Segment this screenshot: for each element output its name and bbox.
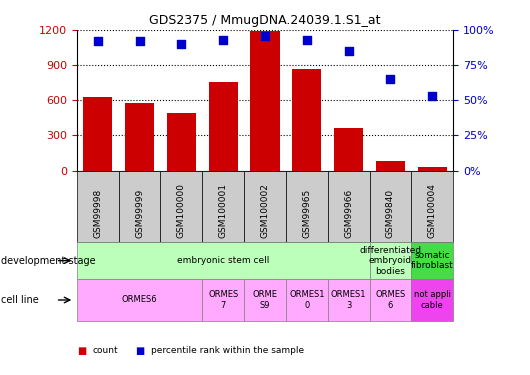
Bar <box>167 113 196 171</box>
Point <box>177 41 186 47</box>
Text: ORMES
7: ORMES 7 <box>208 290 239 310</box>
Text: GSM99998: GSM99998 <box>93 189 102 238</box>
Bar <box>208 82 238 171</box>
Bar <box>376 161 405 171</box>
Point <box>386 76 395 82</box>
Text: GSM100001: GSM100001 <box>219 183 228 238</box>
Bar <box>334 128 363 171</box>
Point <box>135 38 144 44</box>
Bar <box>292 69 321 171</box>
Text: GSM100004: GSM100004 <box>428 183 437 238</box>
Text: GSM99966: GSM99966 <box>344 189 353 238</box>
Text: count: count <box>93 346 118 355</box>
Text: GSM99965: GSM99965 <box>302 189 311 238</box>
Bar <box>250 31 280 171</box>
Text: GSM99999: GSM99999 <box>135 189 144 238</box>
Point <box>219 37 227 43</box>
Bar <box>418 167 447 171</box>
Point <box>93 38 102 44</box>
Text: development stage: development stage <box>1 256 96 266</box>
Point <box>428 93 437 99</box>
Text: GSM99840: GSM99840 <box>386 189 395 238</box>
Text: ORMES1
3: ORMES1 3 <box>331 290 366 310</box>
Point <box>261 33 269 39</box>
Text: ORMES
6: ORMES 6 <box>375 290 405 310</box>
Point <box>344 48 353 54</box>
Bar <box>125 103 154 171</box>
Text: differentiated
embryoid
bodies: differentiated embryoid bodies <box>359 246 421 276</box>
Text: percentile rank within the sample: percentile rank within the sample <box>151 346 304 355</box>
Text: ■: ■ <box>77 346 86 355</box>
Text: ■: ■ <box>135 346 144 355</box>
Title: GDS2375 / MmugDNA.24039.1.S1_at: GDS2375 / MmugDNA.24039.1.S1_at <box>149 15 381 27</box>
Text: not appli
cable: not appli cable <box>414 290 450 310</box>
Text: ORMES6: ORMES6 <box>122 296 157 304</box>
Bar <box>83 97 112 171</box>
Text: GSM100002: GSM100002 <box>261 183 269 238</box>
Point <box>303 37 311 43</box>
Text: cell line: cell line <box>1 295 39 305</box>
Text: somatic
fibroblast: somatic fibroblast <box>411 251 454 270</box>
Text: ORME
S9: ORME S9 <box>252 290 278 310</box>
Text: embryonic stem cell: embryonic stem cell <box>177 256 269 265</box>
Text: GSM100000: GSM100000 <box>177 183 186 238</box>
Text: ORMES1
0: ORMES1 0 <box>289 290 324 310</box>
